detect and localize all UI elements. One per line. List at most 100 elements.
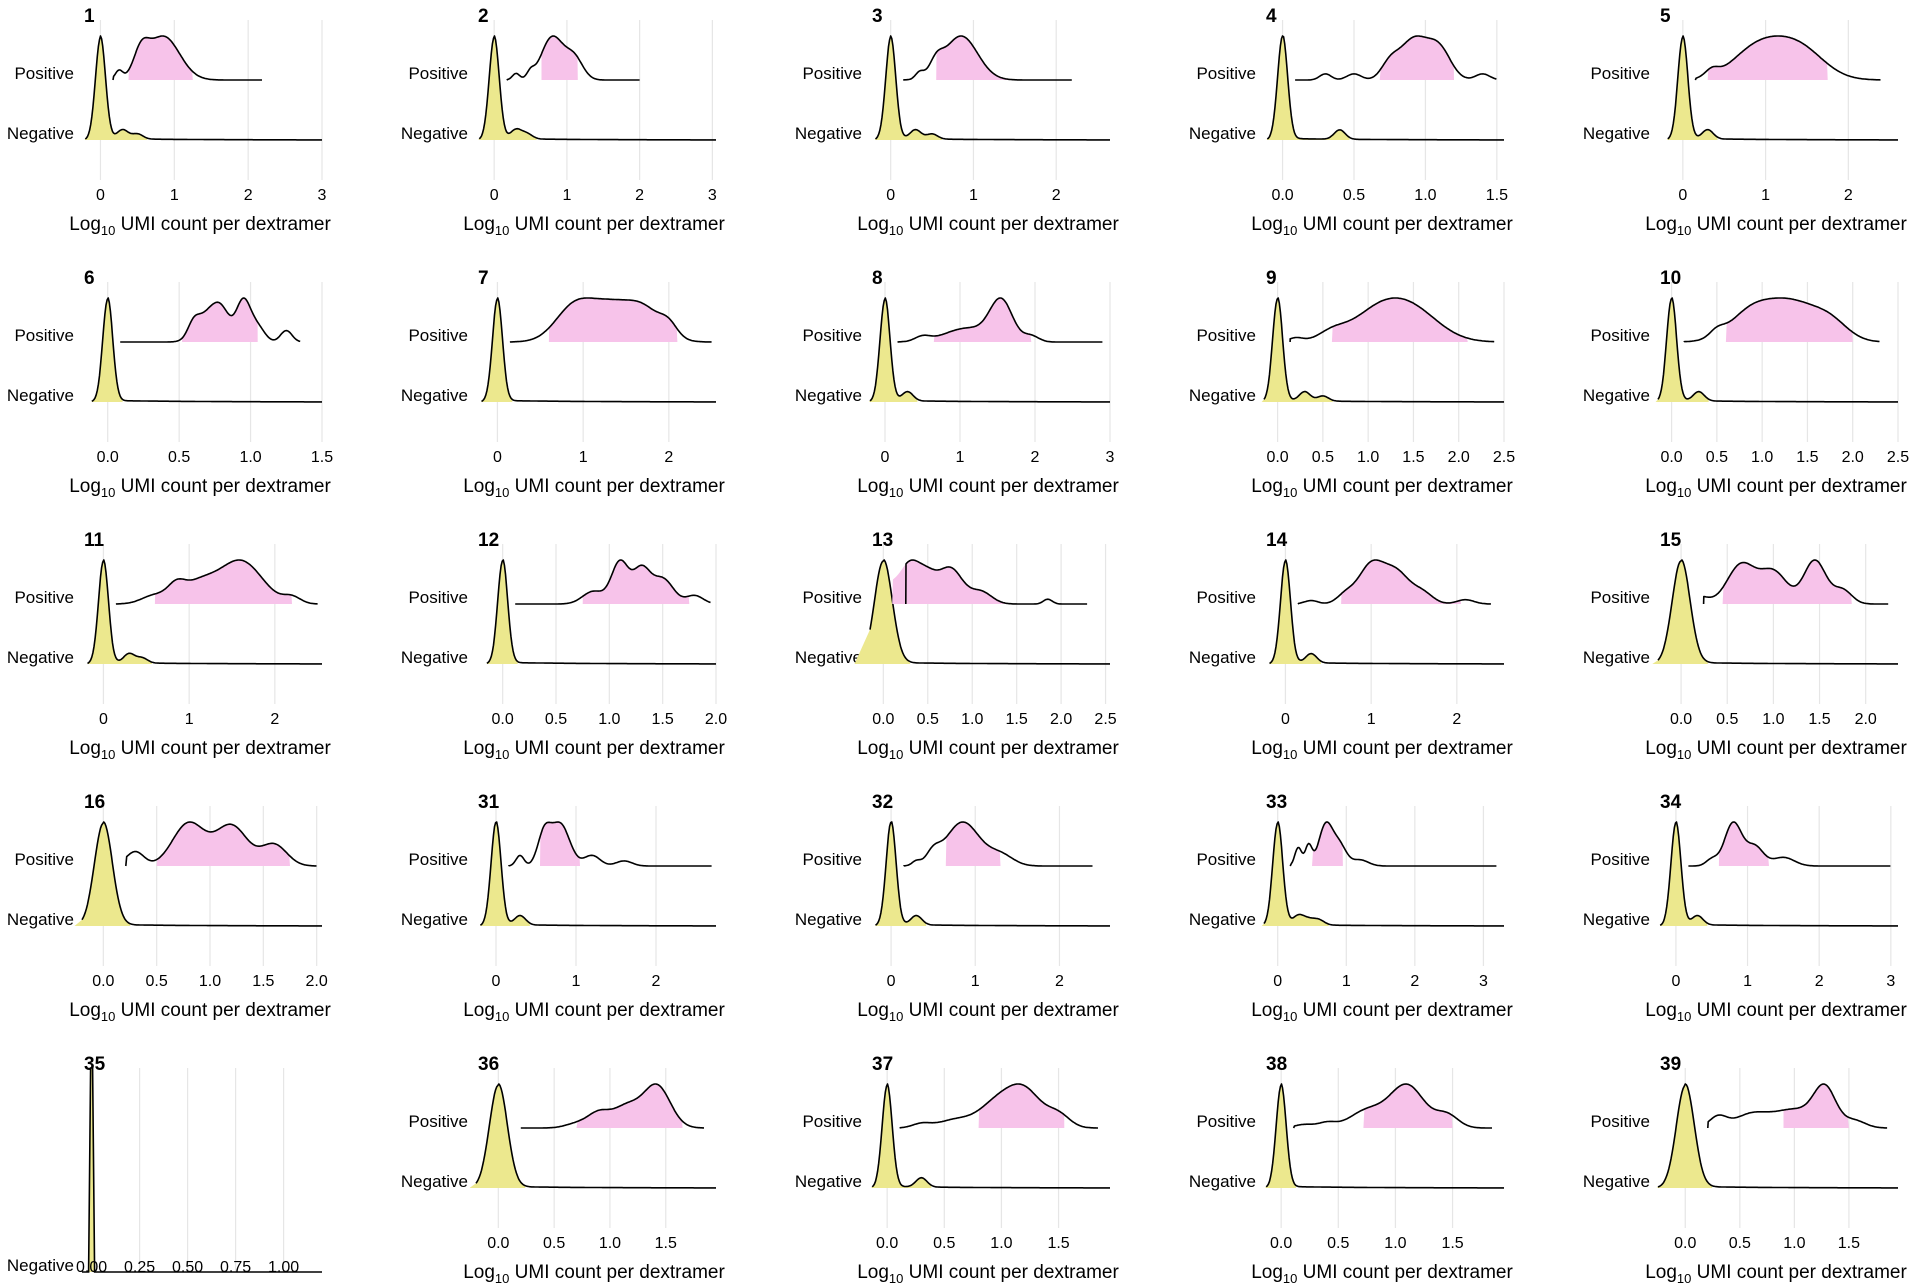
row-label-negative: Negative	[1189, 124, 1256, 143]
tick-label: 1.0	[598, 711, 620, 728]
x-axis-label: Log10 UMI count per dextramer	[1645, 214, 1907, 238]
tick-label: 3	[708, 187, 717, 204]
negative-density-line	[1263, 821, 1504, 927]
panel-14: 14 Positive Negative 0 1 2 Log10 UMI count per…	[1189, 530, 1514, 762]
tick-label: 1.5	[655, 1235, 677, 1252]
x-axis-label: Log10 UMI count per dextramer	[69, 738, 331, 762]
panel-39: 39 Positive Negative 0.0 0.5 1.0 1.5 Log10 UMI …	[1583, 1054, 1908, 1286]
panel-12: 12 Positive Negative 0.0 0.5 1.0 1.5 2.0 Log10 U…	[401, 530, 727, 762]
positive-density-fill	[1379, 36, 1454, 80]
tick-label: 1.0	[239, 449, 261, 466]
panel-number: 34	[1660, 792, 1682, 813]
panel-36: 36 Positive Negative 0.0 0.5 1.0 1.5 Log10 UMI …	[401, 1054, 726, 1286]
row-label-positive: Positive	[1196, 588, 1256, 607]
negative-density-line	[91, 297, 322, 403]
positive-density-line	[1294, 35, 1497, 81]
tick-label: 1.5	[1838, 1235, 1860, 1252]
x-axis-label: Log10 UMI count per dextramer	[463, 1000, 725, 1024]
positive-density-line	[897, 297, 1103, 343]
tick-label: 1.5	[1006, 711, 1028, 728]
tick-label: 1	[562, 187, 571, 204]
panel-number: 36	[478, 1054, 499, 1075]
row-label-positive: Positive	[802, 326, 862, 345]
x-axis-label: Log10 UMI count per dextramer	[69, 214, 331, 238]
row-label-negative: Negative	[1583, 910, 1650, 929]
positive-density-line	[1687, 821, 1891, 867]
panel-number: 32	[872, 792, 893, 813]
tick-label: 2.0	[1855, 711, 1877, 728]
row-label-positive: Positive	[1590, 850, 1650, 869]
x-axis-label: Log10 UMI count per dextramer	[857, 738, 1119, 762]
tick-label: 1	[579, 449, 588, 466]
positive-density-line	[1292, 1083, 1492, 1129]
x-axis-label: Log10 UMI count per dextramer	[463, 1262, 725, 1286]
positive-density-fill	[541, 36, 578, 80]
panel-4: 4 Positive Negative 0.0 0.5 1.0 1.5 Log10 UMI c…	[1189, 6, 1514, 238]
panel-32: 32 Positive Negative 0 1 2 Log10 UMI count per…	[795, 792, 1120, 1024]
tick-label: 2.0	[705, 711, 727, 728]
tick-label: 1	[956, 449, 965, 466]
panel-number: 6	[84, 268, 95, 289]
panel-13: 13 Positive Negative 0.0 0.5 1.0 1.5 2.0 2.5 Log1…	[795, 530, 1120, 762]
x-axis-label: Log10 UMI count per dextramer	[1645, 1000, 1907, 1024]
tick-label: 0.0	[1660, 449, 1682, 466]
negative-density-line	[1659, 821, 1898, 927]
tick-label: 1.0	[1384, 1235, 1406, 1252]
tick-label: 0.50	[172, 1259, 203, 1276]
negative-density-fill	[87, 560, 152, 664]
positive-density-line	[1694, 35, 1881, 81]
row-label-negative: Negative	[7, 124, 74, 143]
tick-label: 0.0	[1266, 449, 1288, 466]
tick-label: 2	[1055, 973, 1064, 990]
row-label-negative: Negative	[795, 910, 862, 929]
panel-number: 10	[1660, 268, 1681, 289]
row-label-negative: Negative	[401, 386, 468, 405]
tick-label: 0	[96, 187, 105, 204]
x-axis-label: Log10 UMI count per dextramer	[1645, 1262, 1907, 1286]
tick-label: 0.5	[543, 1235, 565, 1252]
negative-density-line	[871, 1083, 1110, 1189]
row-label-negative: Negative	[1583, 1172, 1650, 1191]
positive-density-line	[903, 821, 1093, 867]
row-label-negative: Negative	[7, 648, 74, 667]
negative-density-fill	[1655, 298, 1709, 402]
row-label-positive: Positive	[408, 326, 468, 345]
tick-label: 2	[1452, 711, 1461, 728]
panel-number: 2	[478, 6, 489, 27]
tick-label: 2.0	[1050, 711, 1072, 728]
x-axis-label: Log10 UMI count per dextramer	[857, 1000, 1119, 1024]
positive-density-fill	[978, 1084, 1065, 1128]
row-label-positive: Positive	[408, 850, 468, 869]
row-label-positive: Positive	[1196, 326, 1256, 345]
tick-label: 0	[886, 187, 895, 204]
tick-label: 1.5	[1441, 1235, 1463, 1252]
tick-label: 1.0	[199, 973, 221, 990]
row-label-positive: Positive	[408, 64, 468, 83]
tick-label: 1.5	[1808, 711, 1830, 728]
x-axis-label: Log10 UMI count per dextramer	[463, 738, 725, 762]
row-label-negative: Negative	[1583, 386, 1650, 405]
positive-density-line	[905, 559, 1088, 605]
panel-5: 5 Positive Negative 0 1 2 Log10 UMI count per …	[1583, 6, 1908, 238]
panel-number: 4	[1266, 6, 1277, 27]
tick-label: 0.0	[872, 711, 894, 728]
tick-label: 1.5	[652, 711, 674, 728]
row-label-negative: Negative	[795, 124, 862, 143]
tick-label: 0.0	[92, 973, 114, 990]
positive-density-fill	[182, 298, 258, 342]
tick-label: 0.5	[545, 711, 567, 728]
tick-label: 0	[490, 187, 499, 204]
tick-label: 0.5	[1327, 1235, 1349, 1252]
positive-density-fill	[156, 822, 290, 866]
panel-number: 9	[1266, 268, 1277, 289]
x-axis-label: Log10 UMI count per dextramer	[1251, 738, 1513, 762]
tick-label: 0.0	[487, 1235, 509, 1252]
tick-label: 0.0	[876, 1235, 898, 1252]
x-axis-label: Log10 UMI count per dextramer	[1645, 476, 1907, 500]
tick-label: 1	[1761, 187, 1770, 204]
positive-density-line	[112, 35, 262, 81]
x-axis-label: Log10 UMI count per dextramer	[463, 476, 725, 500]
positive-density-line	[506, 35, 640, 81]
positive-density-line	[899, 1083, 1098, 1129]
